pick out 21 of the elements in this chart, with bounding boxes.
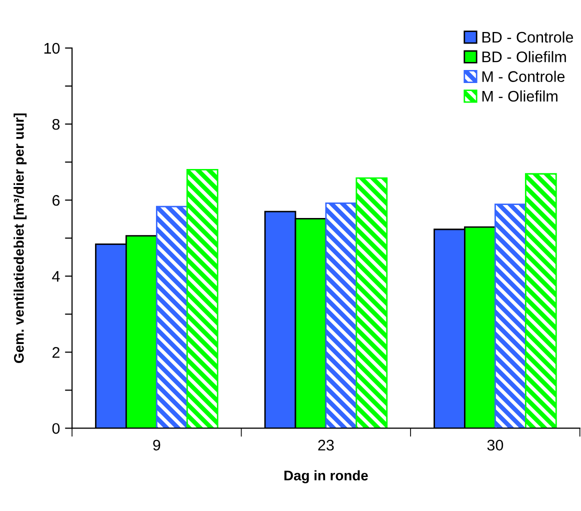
- legend-label: BD - Controle: [482, 31, 574, 43]
- x-tick-label: 23: [318, 440, 334, 451]
- bar: [494, 204, 526, 428]
- bar: [524, 173, 557, 428]
- y-tick-label: 0: [52, 423, 60, 434]
- legend-label: M - Controle: [482, 70, 565, 82]
- y-tick-label: 2: [52, 347, 60, 358]
- legend-label: M - Oliefilm: [482, 90, 558, 102]
- y-axis-title: Gem. ventilatiedebiet [m³/dier per uur]: [14, 113, 27, 363]
- bar: [186, 169, 218, 428]
- bar: [156, 206, 188, 428]
- bar: [325, 202, 358, 428]
- x-tick-label: 9: [153, 440, 160, 451]
- y-tick-label: 8: [52, 118, 60, 130]
- y-tick-label: 10: [44, 42, 60, 54]
- legend-label: BD - Oliefilm: [482, 51, 566, 62]
- x-axis-title: Dag in ronde: [284, 470, 368, 484]
- bar: [356, 177, 388, 428]
- y-tick-label: 6: [52, 194, 60, 206]
- x-tick-label: 30: [487, 440, 504, 451]
- y-tick-label: 4: [52, 271, 60, 282]
